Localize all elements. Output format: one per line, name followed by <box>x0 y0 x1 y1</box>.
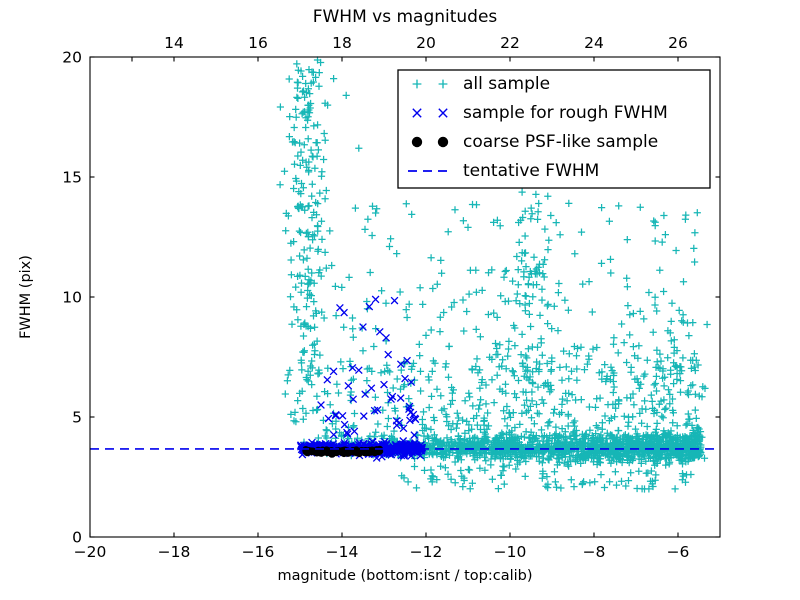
y-tick-label: 0 <box>72 529 82 547</box>
legend-label: sample for rough FWHM <box>463 103 668 123</box>
x-tick-label-top: 20 <box>416 34 436 52</box>
x-tick-label-top: 16 <box>248 34 268 52</box>
x-tick-label-bottom: −6 <box>667 543 690 561</box>
legend-label: coarse PSF-like sample <box>463 132 658 152</box>
y-tick-label: 15 <box>62 169 82 187</box>
legend-entries: all sample sample for rough FWHM coarse PS… <box>408 74 668 181</box>
y-tick-label: 5 <box>72 409 82 427</box>
legend-label: all sample <box>463 74 550 94</box>
legend-entry: coarse PSF-like sample <box>411 132 658 152</box>
x-tick-label-bottom: −10 <box>494 543 527 561</box>
legend-entry: sample for rough FWHM <box>412 103 668 123</box>
x-tick-label-bottom: −8 <box>583 543 606 561</box>
legend-entry: all sample <box>412 74 550 94</box>
legend-box <box>397 69 711 189</box>
x-tick-label-bottom: −14 <box>326 543 359 561</box>
legend: all sample sample for rough FWHM coarse PS… <box>397 69 711 189</box>
x-tick-label-bottom: −18 <box>158 543 191 561</box>
x-tick-label-bottom: −20 <box>74 543 107 561</box>
series-coarse-psf-like-sample <box>302 445 384 458</box>
y-tick-label: 20 <box>62 49 82 67</box>
x-tick-label-top: 24 <box>584 34 604 52</box>
x-tick-label-top: 18 <box>332 34 352 52</box>
axis-tick-labels: −20 −18 −16 −14 −12 −10 −8 −6 14 16 18 20 22 24 26 0 5 10… <box>62 34 689 561</box>
x-tick-label-bottom: −12 <box>410 543 443 561</box>
chart-title: FWHM vs magnitudes <box>313 7 498 27</box>
y-axis-label: FWHM (pix) <box>18 255 34 339</box>
x-tick-label-top: 26 <box>668 34 688 52</box>
y-tick-label: 10 <box>62 289 82 307</box>
legend-entry: tentative FWHM <box>408 161 599 181</box>
x-tick-label-top: 14 <box>164 34 184 52</box>
legend-label: tentative FWHM <box>463 161 599 181</box>
x-tick-label-top: 22 <box>500 34 520 52</box>
axis-ticks <box>89 56 720 538</box>
x-tick-label-bottom: −16 <box>242 543 275 561</box>
x-axis-label: magnitude (bottom:isnt / top:calib) <box>277 568 532 584</box>
